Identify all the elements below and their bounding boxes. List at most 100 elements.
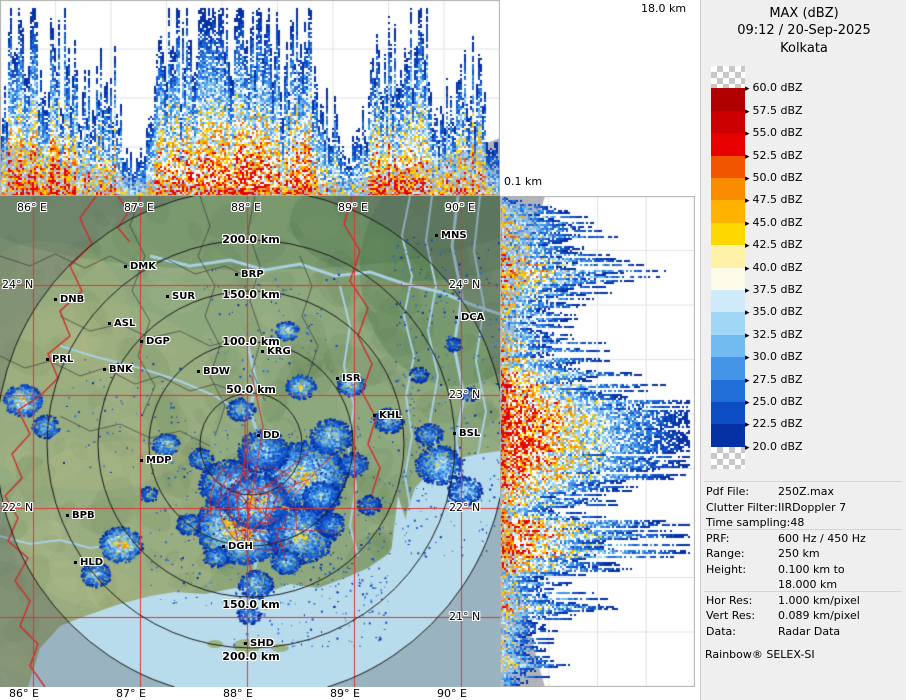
legend-arrow-icon: ▸ bbox=[745, 375, 750, 386]
legend-band-17 bbox=[711, 446, 745, 470]
legend-value-label: ▸ 25.0 dBZ bbox=[745, 395, 803, 408]
legend-arrow-icon: ▸ bbox=[745, 174, 750, 184]
top-projection-panel bbox=[0, 0, 500, 196]
legend-band-15 bbox=[711, 402, 745, 425]
legend-band-1 bbox=[711, 88, 745, 111]
legend-value-label: ▸ 22.5 dBZ bbox=[745, 417, 803, 431]
metadata-value: 0.100 km to bbox=[778, 562, 845, 576]
legend-value-label: ▸ 52.5 dBZ bbox=[745, 148, 803, 162]
legend-band-9 bbox=[711, 267, 745, 290]
metadata-label: Range: bbox=[706, 547, 745, 560]
lon-label-bottom-86: 86° E bbox=[9, 687, 39, 700]
legend-arrow-icon: ▸ bbox=[745, 106, 750, 117]
metadata-value: 250Z.max bbox=[778, 485, 834, 498]
product-datetime: 09:12 / 20-Sep-2025 bbox=[737, 23, 871, 38]
metadata-value: 0.089 km/pixel bbox=[778, 609, 860, 622]
metadata-value: 48 bbox=[790, 516, 805, 529]
metadata-value: Radar Data bbox=[778, 624, 841, 638]
legend-band-6 bbox=[711, 200, 745, 223]
legend-value-label: ▸ 45.0 dBZ bbox=[745, 215, 803, 229]
product-title: MAX (dBZ) bbox=[769, 6, 839, 21]
legend-band-5 bbox=[711, 178, 745, 201]
legend-band-14 bbox=[711, 379, 745, 402]
legend-arrow-icon: ▸ bbox=[745, 151, 750, 162]
metadata-label: Pdf File: bbox=[706, 485, 750, 498]
legend-value-label: ▸ 57.5 dBZ bbox=[745, 103, 803, 117]
legend-band-13 bbox=[711, 357, 745, 380]
metadata-row: PRF: 600 Hz / 450 Hz bbox=[706, 531, 904, 547]
lon-label-bottom-90: 90° E bbox=[437, 687, 467, 700]
legend-band-11 bbox=[711, 312, 745, 335]
metadata-row: Pdf File: 250Z.max bbox=[706, 484, 904, 500]
lon-label-bottom-89: 89° E bbox=[330, 687, 360, 700]
legend-arrow-icon: ▸ bbox=[745, 129, 750, 140]
legend-arrow-icon: ▸ bbox=[745, 263, 750, 274]
legend-band-16 bbox=[711, 424, 745, 447]
legend-arrow-icon: ▸ bbox=[745, 398, 750, 408]
legend-band-2 bbox=[711, 110, 745, 134]
legend-value-label: ▸ 55.0 dBZ bbox=[745, 126, 803, 140]
metadata-label: Height: bbox=[706, 562, 747, 576]
legend-band-7 bbox=[711, 222, 745, 246]
software-brand: Rainbow® SELEX-SI bbox=[705, 648, 815, 661]
legend-band-0 bbox=[711, 66, 745, 89]
legend-value-label: ▸ 37.5 dBZ bbox=[745, 283, 803, 296]
legend-panel: MAX (dBZ) 09:12 / 20-Sep-2025 Kolkata ▸ 6… bbox=[700, 0, 906, 700]
legend-value-label: ▸ 35.0 dBZ bbox=[745, 305, 803, 319]
divider-line bbox=[704, 529, 901, 530]
legend-value-label: ▸ 42.5 dBZ bbox=[745, 238, 803, 252]
legend-arrow-icon: ▸ bbox=[745, 420, 750, 431]
lon-label-bottom-88: 88° E bbox=[223, 687, 253, 700]
legend-band-10 bbox=[711, 290, 745, 313]
legend-arrow-icon: ▸ bbox=[745, 196, 750, 207]
side-projection-canvas bbox=[500, 196, 695, 687]
legend-value-label: ▸ 20.0 dBZ bbox=[745, 439, 803, 453]
metadata-label: Data: bbox=[706, 624, 736, 638]
side-projection-panel bbox=[500, 196, 695, 687]
base-height-label: 0.1 km bbox=[504, 175, 543, 188]
longitude-axis-strip: 86° E 87° E 88° E 89° E 90° E bbox=[0, 687, 906, 700]
metadata-value: 600 Hz / 450 Hz bbox=[778, 531, 866, 545]
legend-arrow-icon: ▸ bbox=[745, 286, 750, 296]
legend-arrow-icon: ▸ bbox=[745, 353, 750, 364]
legend-value-label: ▸ 60.0 dBZ bbox=[745, 81, 803, 95]
metadata-row: Vert Res: 0.089 km/pixel bbox=[706, 608, 904, 624]
legend-band-8 bbox=[711, 245, 745, 268]
metadata-row: 18.000 km bbox=[706, 577, 904, 593]
legend-band-3 bbox=[711, 133, 745, 156]
legend-value-label: ▸ 47.5 dBZ bbox=[745, 193, 803, 207]
metadata-label: Clutter Filter: bbox=[706, 500, 778, 514]
top-height-label: 18.0 km bbox=[641, 2, 687, 15]
legend-arrow-icon: ▸ bbox=[745, 442, 750, 453]
metadata-label: Hor Res: bbox=[706, 593, 753, 607]
metadata-row: Hor Res: 1.000 km/pixel bbox=[706, 593, 904, 609]
metadata-row: Clutter Filter:IIRDoppler 7 bbox=[706, 500, 904, 516]
lon-label-bottom-87: 87° E bbox=[116, 687, 146, 700]
metadata-row: Range: 250 km bbox=[706, 546, 904, 562]
divider-line bbox=[704, 481, 901, 482]
legend-value-label: ▸ 30.0 dBZ bbox=[745, 350, 803, 364]
dbz-color-scale bbox=[711, 0, 745, 480]
legend-arrow-icon: ▸ bbox=[745, 84, 750, 95]
metadata-label: PRF: bbox=[706, 531, 730, 545]
radar-map-canvas bbox=[0, 196, 500, 687]
metadata-row: Height: 0.100 km to bbox=[706, 562, 904, 578]
legend-value-label: ▸ 40.0 dBZ bbox=[745, 260, 803, 274]
metadata-row: Time sampling:48 bbox=[706, 515, 904, 531]
metadata-block: Pdf File: 250Z.max Clutter Filter:IIRDoppl… bbox=[706, 484, 904, 639]
legend-arrow-icon: ▸ bbox=[745, 330, 750, 341]
top-projection-canvas bbox=[0, 0, 500, 196]
map-panel: 86° E 87° E 88° E 89° E 90° E 24° N 23° N 22° N… bbox=[0, 196, 500, 687]
metadata-value: 18.000 km bbox=[778, 578, 838, 591]
legend-arrow-icon: ▸ bbox=[745, 218, 750, 229]
divider-line bbox=[704, 591, 901, 592]
metadata-value: 250 km bbox=[778, 547, 820, 560]
metadata-value: IIRDoppler 7 bbox=[778, 500, 847, 514]
legend-arrow-icon: ▸ bbox=[745, 241, 750, 252]
legend-value-label: ▸ 32.5 dBZ bbox=[745, 327, 803, 341]
legend-arrow-icon: ▸ bbox=[745, 308, 750, 319]
metadata-label: Time sampling: bbox=[706, 516, 791, 529]
metadata-row: Data: Radar Data bbox=[706, 624, 904, 640]
station-name: Kolkata bbox=[780, 41, 828, 56]
